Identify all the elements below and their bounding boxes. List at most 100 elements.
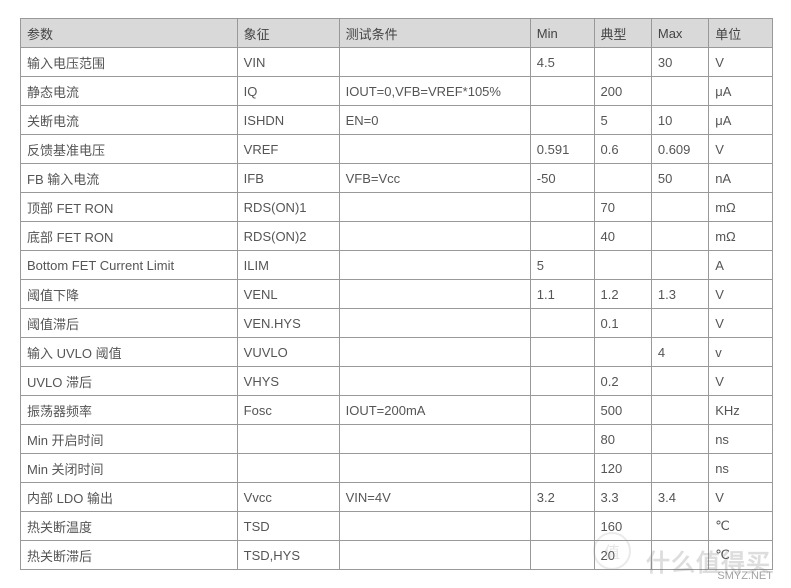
cell-typ: 20 [594,541,651,570]
cell-cond [339,251,530,280]
cell-cond: VFB=Vcc [339,164,530,193]
cell-min: 0.591 [530,135,594,164]
cell-param: 振荡器频率 [21,396,238,425]
cell-typ [594,164,651,193]
cell-sym: IQ [237,77,339,106]
cell-sym [237,454,339,483]
cell-param: Bottom FET Current Limit [21,251,238,280]
cell-sym: VHYS [237,367,339,396]
table-row: 关断电流ISHDNEN=0510μA [21,106,773,135]
cell-sym: RDS(ON)1 [237,193,339,222]
cell-cond [339,454,530,483]
cell-cond [339,425,530,454]
cell-cond [339,541,530,570]
cell-sym: VUVLO [237,338,339,367]
header-symbol: 象征 [237,19,339,48]
header-max: Max [651,19,708,48]
cell-max [651,222,708,251]
table-row: 输入电压范围VIN4.530V [21,48,773,77]
cell-unit: ns [709,425,773,454]
cell-cond [339,512,530,541]
cell-min [530,309,594,338]
table-row: 底部 FET RONRDS(ON)240mΩ [21,222,773,251]
cell-cond [339,338,530,367]
cell-sym: TSD,HYS [237,541,339,570]
header-typ: 典型 [594,19,651,48]
header-condition: 测试条件 [339,19,530,48]
header-param: 参数 [21,19,238,48]
table-row: 振荡器频率FoscIOUT=200mA500KHz [21,396,773,425]
cell-typ: 3.3 [594,483,651,512]
cell-sym: ILIM [237,251,339,280]
table-row: Min 关闭时间120ns [21,454,773,483]
cell-param: 输入电压范围 [21,48,238,77]
table-row: 静态电流IQIOUT=0,VFB=VREF*105%200μA [21,77,773,106]
cell-cond [339,367,530,396]
cell-typ: 160 [594,512,651,541]
cell-max [651,367,708,396]
table-row: Min 开启时间 80 ns [21,425,773,454]
cell-max: 0.609 [651,135,708,164]
cell-unit: KHz [709,396,773,425]
cell-typ: 0.2 [594,367,651,396]
table-row: Bottom FET Current LimitILIM5A [21,251,773,280]
cell-sym: ISHDN [237,106,339,135]
cell-unit: nA [709,164,773,193]
cell-param: 静态电流 [21,77,238,106]
cell-typ [594,48,651,77]
table-body: 输入电压范围VIN 4.5 30 V 静态电流IQIOUT=0,VFB=VREF*105… [21,48,773,570]
cell-min: 4.5 [530,48,594,77]
cell-param: UVLO 滞后 [21,367,238,396]
cell-sym: IFB [237,164,339,193]
cell-cond [339,135,530,164]
cell-typ: 80 [594,425,651,454]
cell-sym: VENL [237,280,339,309]
cell-min [530,396,594,425]
cell-min [530,77,594,106]
cell-max: 30 [651,48,708,77]
cell-cond: EN=0 [339,106,530,135]
cell-param: Min 开启时间 [21,425,238,454]
cell-param: 顶部 FET RON [21,193,238,222]
cell-unit: mΩ [709,222,773,251]
cell-unit: V [709,367,773,396]
cell-param: 输入 UVLO 阈值 [21,338,238,367]
cell-sym: VIN [237,48,339,77]
cell-cond [339,193,530,222]
cell-typ: 5 [594,106,651,135]
cell-min [530,367,594,396]
cell-param: 阈值下降 [21,280,238,309]
table-row: 阈值滞后VEN.HYS0.1V [21,309,773,338]
cell-max: 50 [651,164,708,193]
cell-min [530,512,594,541]
cell-cond [339,280,530,309]
cell-max [651,251,708,280]
table-row: 热关断滞后TSD,HYS20℃ [21,541,773,570]
cell-min: 3.2 [530,483,594,512]
cell-min [530,541,594,570]
cell-unit: mΩ [709,193,773,222]
cell-param: 阈值滞后 [21,309,238,338]
table-row: 顶部 FET RONRDS(ON)170mΩ [21,193,773,222]
table-row: 热关断温度TSD160℃ [21,512,773,541]
cell-param: FB 输入电流 [21,164,238,193]
cell-min [530,338,594,367]
header-unit: 单位 [709,19,773,48]
cell-min [530,193,594,222]
cell-typ [594,338,651,367]
table-row: 反馈基准电压VREF0.5910.60.609V [21,135,773,164]
table-row: 输入 UVLO 阈值VUVLO4v [21,338,773,367]
cell-unit: V [709,309,773,338]
cell-unit: ℃ [709,541,773,570]
cell-param: 内部 LDO 输出 [21,483,238,512]
cell-sym: Fosc [237,396,339,425]
watermark-sub: SMYZ.NET [717,570,773,582]
cell-param: 反馈基准电压 [21,135,238,164]
cell-min [530,425,594,454]
cell-typ: 0.1 [594,309,651,338]
spec-table: 参数 象征 测试条件 Min 典型 Max 单位 输入电压范围VIN4.530V… [20,18,773,570]
cell-unit: V [709,483,773,512]
cell-unit: V [709,135,773,164]
cell-param: 底部 FET RON [21,222,238,251]
cell-max [651,309,708,338]
